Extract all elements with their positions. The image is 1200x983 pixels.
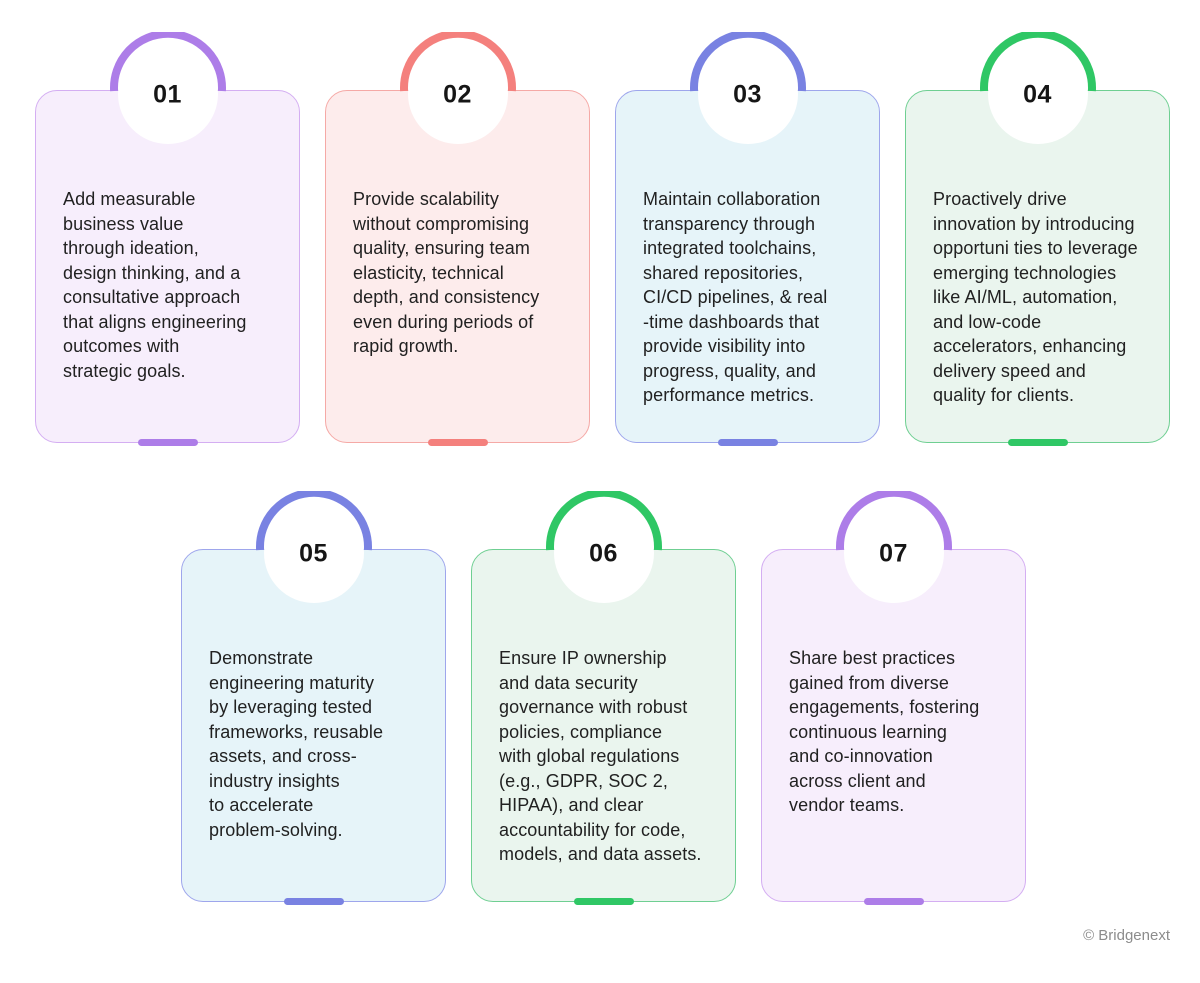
numbered-card: 07 Share best practices gained from dive…	[761, 491, 1026, 905]
badge-arc-icon	[399, 32, 516, 144]
number-badge: 03	[686, 32, 810, 156]
bottom-accent-dash	[427, 439, 488, 446]
numbered-card: 04 Proactively drive innovation by intro…	[905, 32, 1170, 446]
numbered-card: 06 Ensure IP ownership and data security…	[471, 491, 736, 905]
card-text: Ensure IP ownership and data security go…	[499, 648, 702, 864]
numbered-card: 01 Add measurable business value through…	[35, 32, 300, 446]
card-row-bottom: 05 Demonstrate engineering maturity by l…	[181, 491, 1026, 905]
badge-arc-icon	[689, 32, 806, 144]
card-number: 03	[733, 80, 762, 109]
number-badge: 01	[106, 32, 230, 156]
card-text: Share best practices gained from diverse…	[789, 648, 980, 815]
card-number: 07	[879, 539, 908, 568]
card-text: Proactively drive innovation by introduc…	[933, 189, 1138, 405]
numbered-card: 02 Provide scalability without compromis…	[325, 32, 590, 446]
bottom-accent-dash	[573, 898, 634, 905]
badge-arc-icon	[255, 491, 372, 603]
badge-arc-icon	[835, 491, 952, 603]
number-badge: 04	[976, 32, 1100, 156]
card-number: 02	[443, 80, 472, 109]
card-text: Demonstrate engineering maturity by leve…	[209, 648, 384, 840]
numbered-card: 03 Maintain collaboration transparency t…	[615, 32, 880, 446]
bottom-accent-dash	[1007, 439, 1068, 446]
number-badge: 05	[252, 491, 376, 615]
card-row-top: 01 Add measurable business value through…	[35, 32, 1170, 446]
copyright-credit: © Bridgenext	[1083, 927, 1170, 944]
card-text: Provide scalability without compromising…	[353, 189, 540, 356]
badge-arc-icon	[545, 491, 662, 603]
number-badge: 06	[542, 491, 666, 615]
numbered-card: 05 Demonstrate engineering maturity by l…	[181, 491, 446, 905]
number-badge: 02	[396, 32, 520, 156]
card-text: Add measurable business value through id…	[63, 189, 247, 381]
card-number: 04	[1023, 80, 1052, 109]
bottom-accent-dash	[137, 439, 198, 446]
bottom-accent-dash	[717, 439, 778, 446]
bottom-accent-dash	[283, 898, 344, 905]
card-number: 01	[153, 80, 182, 109]
number-badge: 07	[832, 491, 956, 615]
badge-arc-icon	[979, 32, 1096, 144]
card-number: 06	[589, 539, 618, 568]
bottom-accent-dash	[863, 898, 924, 905]
card-text: Maintain collaboration transparency thro…	[643, 189, 828, 405]
badge-arc-icon	[109, 32, 226, 144]
card-number: 05	[299, 539, 328, 568]
